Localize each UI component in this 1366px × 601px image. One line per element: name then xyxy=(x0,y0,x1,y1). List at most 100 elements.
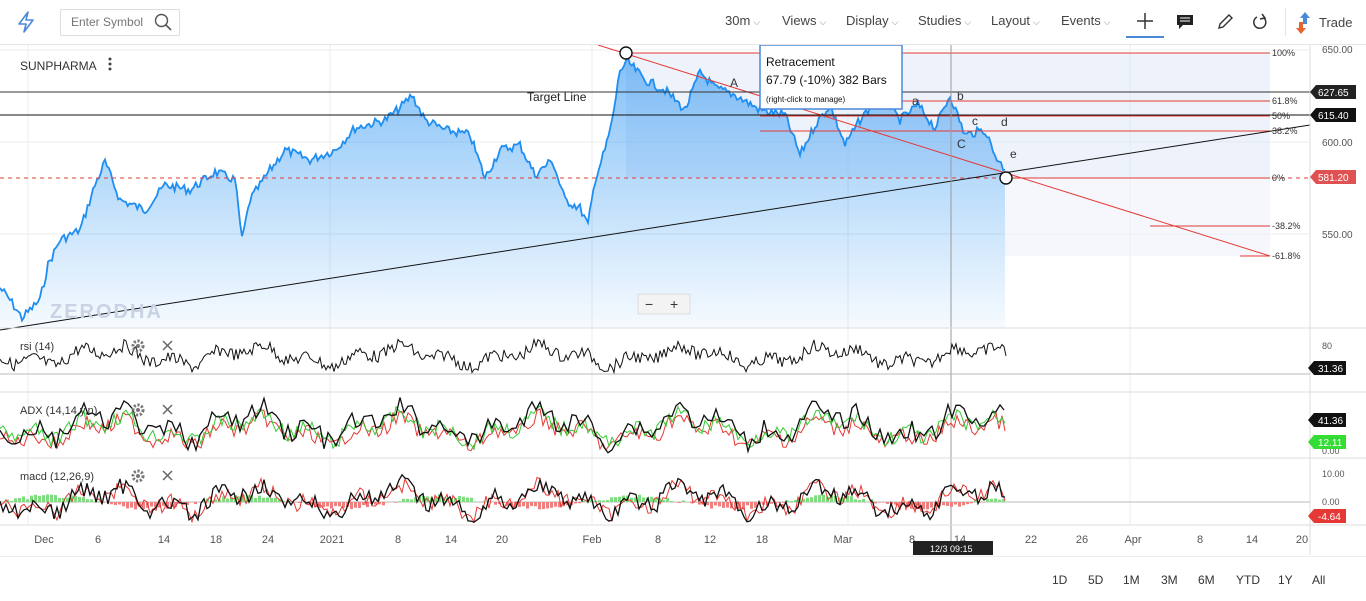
macd-histogram-bar xyxy=(14,498,17,502)
macd-histogram-bar xyxy=(854,499,857,502)
range-1y[interactable]: 1Y xyxy=(1278,573,1293,587)
crosshair-button[interactable] xyxy=(1126,6,1164,38)
time-axis-tick: 8 xyxy=(655,534,661,546)
toolbar-divider xyxy=(1285,8,1286,36)
macd-histogram-bar xyxy=(574,502,577,503)
time-axis-tick: 12 xyxy=(704,534,716,546)
lightning-icon[interactable] xyxy=(16,11,36,33)
views-menu[interactable]: Views⌵ xyxy=(782,13,826,28)
close-icon[interactable] xyxy=(163,405,172,414)
interval-dropdown[interactable]: 30m⌵ xyxy=(725,13,760,28)
macd-histogram-bar xyxy=(930,502,933,507)
macd-histogram-bar xyxy=(54,495,57,502)
symbol-search[interactable] xyxy=(60,9,180,36)
close-icon[interactable] xyxy=(163,471,172,480)
macd-histogram-bar xyxy=(10,501,13,502)
range-1d[interactable]: 1D xyxy=(1052,573,1067,587)
macd-histogram-bar xyxy=(494,502,497,505)
layout-menu[interactable]: Layout⌵ xyxy=(991,13,1040,28)
pencil-icon[interactable] xyxy=(1216,13,1234,31)
macd-histogram-bar xyxy=(354,502,357,508)
range-ytd[interactable]: YTD xyxy=(1236,573,1260,587)
range-1m[interactable]: 1M xyxy=(1123,573,1140,587)
panel-controls xyxy=(133,341,172,481)
macd-histogram-bar xyxy=(134,502,137,509)
range-6m[interactable]: 6M xyxy=(1198,573,1215,587)
time-axis-tick: 18 xyxy=(756,534,768,546)
macd-histogram-bar xyxy=(682,500,685,502)
gear-icon[interactable] xyxy=(133,405,143,415)
search-icon[interactable] xyxy=(154,13,172,31)
macd-histogram-bar xyxy=(794,500,797,502)
range-5d[interactable]: 5D xyxy=(1088,573,1103,587)
macd-histogram-bar xyxy=(78,497,81,502)
gear-icon[interactable] xyxy=(133,341,143,351)
macd-histogram-bar xyxy=(114,502,117,505)
fib-anchor-bottom[interactable] xyxy=(1000,172,1012,184)
fib-label: -61.8% xyxy=(1272,251,1301,261)
macd-histogram-bar xyxy=(46,494,49,502)
display-menu[interactable]: Display⌵ xyxy=(846,13,898,28)
zoom-out-button[interactable]: − xyxy=(645,296,653,312)
macd-histogram-bar xyxy=(22,496,25,502)
layout-label: Layout xyxy=(991,13,1030,28)
time-axis-tick: 2021 xyxy=(320,534,344,546)
macd-histogram-bar xyxy=(398,501,401,502)
events-menu[interactable]: Events⌵ xyxy=(1061,13,1111,28)
macd-histogram-bar xyxy=(698,502,701,505)
symbol-menu-icon[interactable] xyxy=(109,58,112,71)
macd-histogram-bar xyxy=(662,500,665,502)
macd-histogram-bar xyxy=(330,502,333,509)
macd-histogram-bar xyxy=(746,502,749,505)
macd-histogram-bar xyxy=(606,500,609,502)
rsi-value: 31.36 xyxy=(1318,364,1343,375)
zoom-controls: − + xyxy=(638,294,690,314)
macd-histogram-bar xyxy=(942,502,945,505)
wave-label: a xyxy=(912,94,919,108)
time-axis-tick: 26 xyxy=(1076,534,1088,546)
macd-histogram-bar xyxy=(526,502,529,509)
fib-label: 50% xyxy=(1272,111,1290,121)
studies-menu[interactable]: Studies⌵ xyxy=(918,13,971,28)
chevron-down-icon: ⌵ xyxy=(1033,17,1040,27)
price-badges: 627.65 615.40 581.20 xyxy=(1310,85,1356,184)
macd-histogram-bar xyxy=(42,495,45,502)
chevron-down-icon: ⌵ xyxy=(964,17,971,27)
close-icon[interactable] xyxy=(163,341,172,350)
search-input[interactable] xyxy=(61,10,151,33)
macd-histogram-bar xyxy=(118,502,121,505)
symbol-label: SUNPHARMA xyxy=(20,59,97,73)
macd-histogram-bar xyxy=(362,502,365,505)
views-label: Views xyxy=(782,13,816,28)
target-line-label: Target Line xyxy=(527,90,587,104)
macd-histogram-bar xyxy=(406,499,409,502)
macd-histogram-bar xyxy=(298,502,301,503)
wave-label: d xyxy=(1001,115,1008,129)
macd-histogram-bar xyxy=(810,497,813,502)
comment-icon[interactable] xyxy=(1176,14,1194,30)
macd-value: -4.64 xyxy=(1318,512,1341,523)
time-axis-tick: 24 xyxy=(262,534,274,546)
chart-canvas[interactable]: 100% 61.8% 50% 38.2% 0% -38.2% -61.8% A … xyxy=(0,45,1366,555)
range-3m[interactable]: 3M xyxy=(1161,573,1178,587)
macd-histogram-bar xyxy=(190,502,193,503)
undo-icon[interactable] xyxy=(1251,13,1269,31)
gear-icon[interactable] xyxy=(133,471,143,481)
macd-histogram-bar xyxy=(358,502,361,508)
rsi-axis-label: 80 xyxy=(1322,341,1332,351)
range-all[interactable]: All xyxy=(1312,573,1325,587)
macd-histogram-bar xyxy=(782,502,785,503)
macd-histogram-bar xyxy=(818,495,821,502)
macd-histogram-bar xyxy=(550,502,553,508)
macd-histogram-bar xyxy=(822,495,825,502)
fib-anchor-top[interactable] xyxy=(620,47,632,59)
wave-label: A xyxy=(730,76,738,90)
retracement-tooltip[interactable]: Retracement 67.79 (-10%) 382 Bars (right… xyxy=(760,45,902,109)
chart-area[interactable]: 100% 61.8% 50% 38.2% 0% -38.2% -61.8% A … xyxy=(0,45,1366,555)
fib-label: 61.8% xyxy=(1272,96,1298,106)
time-axis-tick: 20 xyxy=(496,534,508,546)
studies-label: Studies xyxy=(918,13,961,28)
zoom-in-button[interactable]: + xyxy=(670,296,678,312)
wave-label: c xyxy=(972,114,978,128)
